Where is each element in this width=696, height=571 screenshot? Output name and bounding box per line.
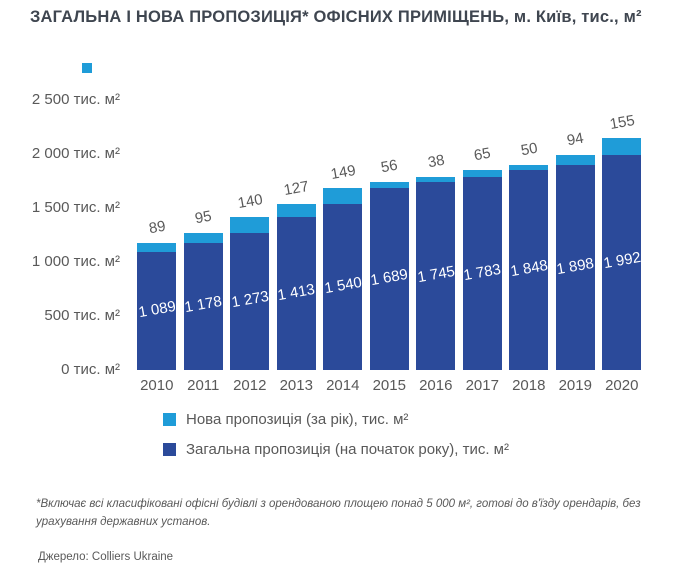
x-axis-category-label: 2011 <box>187 377 220 394</box>
x-axis-category-label: 2020 <box>605 377 639 394</box>
bar-data-label-new: 50 <box>519 139 539 160</box>
accent-square-decoration <box>82 63 92 73</box>
bar-segment-total <box>276 217 316 370</box>
x-axis-category-label: 2018 <box>512 377 546 394</box>
legend-item-new-supply: Нова пропозиція (за рік), тис. м² <box>163 411 509 428</box>
x-axis-category-label: 2015 <box>372 377 406 394</box>
bar-segment-total <box>230 232 270 370</box>
y-axis-tick-label: 2 000 тис. м² <box>31 145 120 162</box>
bar-segment-total <box>416 181 456 370</box>
bar-segment-total <box>602 154 642 370</box>
x-axis-category-label: 2017 <box>465 377 499 394</box>
bar-segment-total <box>555 165 595 370</box>
bar-data-label-new: 95 <box>193 207 213 227</box>
y-axis-tick-label: 500 тис. м² <box>44 307 120 324</box>
y-axis-tick-label: 2 500 тис. м² <box>31 91 120 108</box>
chart-source: Джерело: Colliers Ukraine <box>38 551 174 563</box>
x-axis-category-label: 2016 <box>419 377 453 394</box>
bar-segment-new <box>137 242 177 253</box>
x-axis-category-label: 2013 <box>279 377 313 394</box>
bar-data-label-new: 127 <box>282 177 311 199</box>
bar-data-label-new: 65 <box>472 145 492 165</box>
legend-label-new-supply: Нова пропозиція (за рік), тис. м² <box>186 411 409 428</box>
x-axis-category-label: 2010 <box>140 377 174 394</box>
bar-segment-new <box>230 217 270 233</box>
bar-segment-new <box>602 138 642 155</box>
legend-swatch-total-supply <box>163 443 176 456</box>
bar-segment-total <box>369 187 409 370</box>
legend-swatch-new-supply <box>163 413 176 426</box>
legend-label-total-supply: Загальна пропозиція (на початок року), т… <box>186 441 509 458</box>
x-axis-category-label: 2019 <box>558 377 592 394</box>
bar-segment-total <box>509 170 549 370</box>
bar-segment-new <box>416 177 456 182</box>
bar-segment-new <box>323 187 363 204</box>
chart-legend: Нова пропозиція (за рік), тис. м² Загаль… <box>163 411 509 471</box>
bar-segment-new <box>276 203 316 218</box>
bar-data-label-new: 155 <box>607 112 636 134</box>
bar-data-label-new: 149 <box>328 161 357 183</box>
bar-segment-new <box>183 232 223 243</box>
bar-data-label-new: 94 <box>565 129 585 150</box>
chart-footnote: *Включає всі класифіковані офісні будівл… <box>36 498 641 528</box>
y-axis-tick-label: 0 тис. м² <box>61 361 120 378</box>
bar-segment-total <box>462 177 502 370</box>
bar-segment-new <box>555 154 595 165</box>
bar-data-label-new: 89 <box>147 217 167 238</box>
x-axis-category-label: 2012 <box>233 377 267 394</box>
bar-segment-new <box>369 181 409 188</box>
bar-segment-new <box>462 170 502 178</box>
bar-data-label-new: 56 <box>379 156 399 176</box>
bar-segment-new <box>509 165 549 171</box>
chart-title: ЗАГАЛЬНА І НОВА ПРОПОЗИЦІЯ* ОФІСНИХ ПРИМ… <box>30 8 642 26</box>
x-axis-category-label: 2014 <box>326 377 360 394</box>
bar-segment-total <box>137 252 177 370</box>
bar-data-label-new: 140 <box>235 191 264 213</box>
y-axis-tick-label: 1 000 тис. м² <box>31 253 120 270</box>
bar-segment-total <box>183 242 223 370</box>
bar-data-label-new: 38 <box>426 152 446 172</box>
bar-segment-total <box>323 203 363 370</box>
y-axis-tick-label: 1 500 тис. м² <box>31 199 120 216</box>
legend-item-total-supply: Загальна пропозиція (на початок року), т… <box>163 441 509 458</box>
